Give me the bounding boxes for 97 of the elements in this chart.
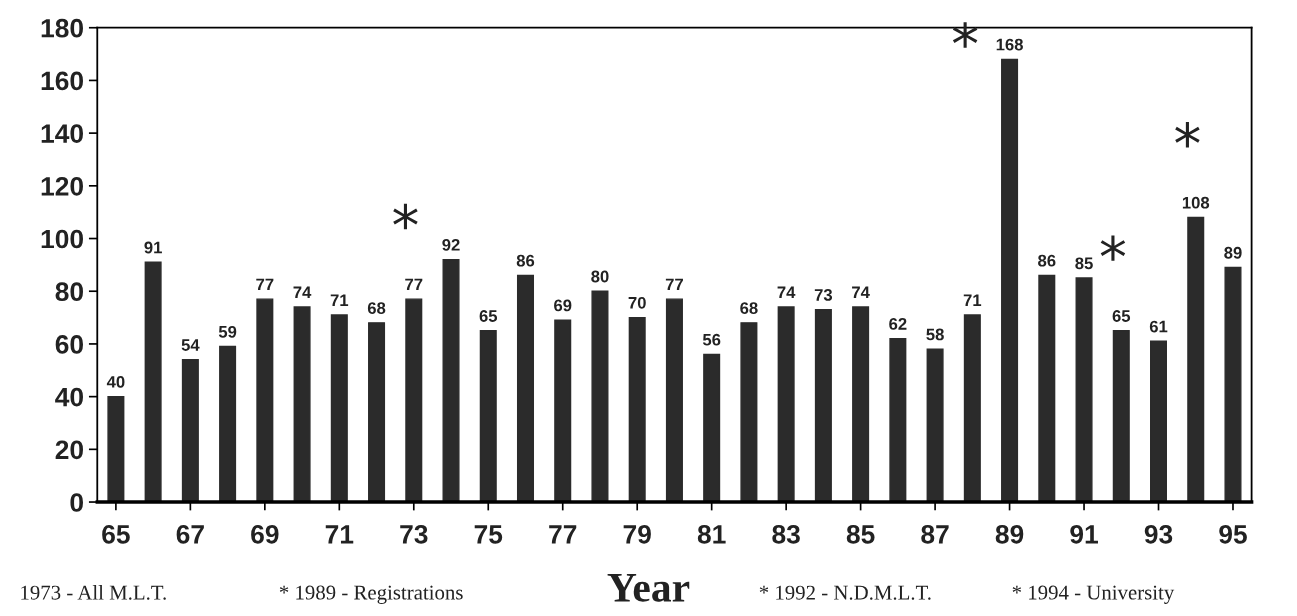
data-label: 58 xyxy=(926,328,944,341)
text: * 1989 - Registrations xyxy=(279,585,463,604)
x-tick-label: 77 xyxy=(549,525,577,544)
bar xyxy=(1001,58,1019,503)
data-label: 68 xyxy=(367,302,386,314)
data-label: 74 xyxy=(777,286,796,299)
bar xyxy=(181,359,199,503)
annotation: * xyxy=(952,22,978,48)
bar xyxy=(1187,216,1205,503)
x-tick-label: 75 xyxy=(474,525,503,544)
y-tick-label: 80 xyxy=(55,282,83,302)
data-label: 74 xyxy=(293,286,312,299)
y-tick-label: 40 xyxy=(55,387,83,407)
bar xyxy=(516,274,535,503)
bar xyxy=(368,322,386,503)
bar xyxy=(1224,266,1242,503)
x-tick-label: 81 xyxy=(697,524,726,544)
data-label: 69 xyxy=(554,299,572,312)
annotation: * xyxy=(393,203,418,230)
data-label: 77 xyxy=(665,278,683,291)
x-tick-label: 87 xyxy=(921,524,949,544)
text: * 1992 - N.D.M.L.T. xyxy=(759,585,931,600)
y-tick-label: 20 xyxy=(55,440,83,460)
bar xyxy=(1075,277,1093,503)
bar xyxy=(1149,340,1168,503)
bar xyxy=(442,258,460,503)
bar xyxy=(107,395,125,503)
data-label: 89 xyxy=(1224,246,1242,259)
x-tick-label: 89 xyxy=(995,524,1024,544)
data-label: 74 xyxy=(852,286,870,299)
bar xyxy=(144,261,162,503)
annotation: * xyxy=(1100,235,1126,261)
data-label: 54 xyxy=(181,339,200,351)
data-label: 62 xyxy=(889,318,907,330)
x-tick-label: 67 xyxy=(176,524,204,544)
x-tick-label: 65 xyxy=(102,524,130,544)
data-label: 40 xyxy=(106,375,125,388)
annotation: * xyxy=(1175,122,1200,148)
bar xyxy=(777,306,795,503)
x-tick-label: 73 xyxy=(400,524,428,544)
bar xyxy=(814,308,832,503)
data-label: 61 xyxy=(1149,320,1168,333)
bar xyxy=(256,298,274,503)
data-label: 68 xyxy=(740,302,758,314)
y-tick-label: 100 xyxy=(41,229,83,249)
x-axis-title: Year xyxy=(607,574,690,602)
data-label: 91 xyxy=(144,241,162,254)
x-tick-label: 71 xyxy=(325,525,354,544)
data-label: 70 xyxy=(628,296,646,309)
y-tick-label: 180 xyxy=(41,18,83,38)
data-label: 92 xyxy=(442,238,460,251)
data-label: 85 xyxy=(1075,257,1093,270)
y-tick-label: 140 xyxy=(41,124,83,143)
bar xyxy=(889,337,907,503)
data-label: 71 xyxy=(330,294,349,306)
bar xyxy=(963,314,981,503)
data-label: 77 xyxy=(405,278,423,291)
data-label: 80 xyxy=(591,270,609,283)
y-tick-label: 120 xyxy=(41,176,83,196)
y-tick-label: 160 xyxy=(41,71,83,91)
data-label: 73 xyxy=(814,289,833,301)
x-tick-label: 91 xyxy=(1070,524,1098,544)
bar xyxy=(926,348,944,503)
bar xyxy=(554,319,572,503)
bar xyxy=(1112,330,1130,503)
bar xyxy=(591,290,609,503)
bar xyxy=(740,322,758,503)
bar xyxy=(479,330,497,503)
x-tick-label: 79 xyxy=(623,524,651,544)
y-tick-label: 0 xyxy=(70,493,83,512)
bar xyxy=(665,298,683,503)
data-label: 65 xyxy=(479,310,498,322)
data-label: 65 xyxy=(1112,310,1131,322)
bar xyxy=(330,314,348,503)
x-tick-label: 95 xyxy=(1219,524,1247,544)
bar xyxy=(293,306,311,503)
bar xyxy=(405,298,423,503)
data-label: 108 xyxy=(1182,196,1210,209)
text: * 1994 - University xyxy=(1012,585,1175,604)
data-label: 56 xyxy=(702,333,721,346)
data-label: 71 xyxy=(963,294,982,306)
x-tick-label: 85 xyxy=(846,524,875,544)
text: 1973 - All M.L.T. xyxy=(21,584,166,600)
data-label: 59 xyxy=(218,325,237,338)
x-tick-label: 93 xyxy=(1144,524,1173,544)
bar xyxy=(628,316,646,503)
bar xyxy=(852,306,870,503)
bar xyxy=(1038,274,1056,503)
x-tick-label: 69 xyxy=(251,524,279,544)
data-label: 77 xyxy=(256,278,274,291)
y-tick-label: 60 xyxy=(55,335,83,354)
x-tick-label: 83 xyxy=(772,524,800,544)
bar xyxy=(703,353,721,503)
data-label: 86 xyxy=(516,254,535,267)
data-label: 86 xyxy=(1038,254,1056,267)
bar xyxy=(219,345,237,503)
data-label: 168 xyxy=(996,38,1023,51)
